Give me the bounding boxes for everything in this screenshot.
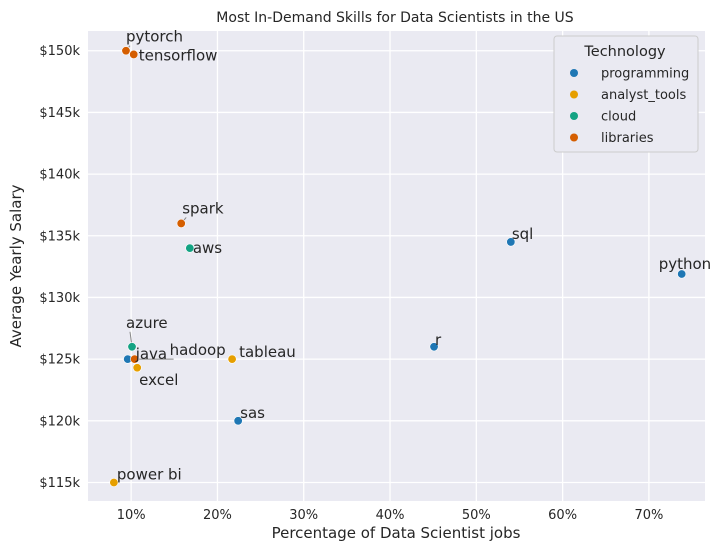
point-r xyxy=(429,342,439,352)
point-hadoop xyxy=(130,354,140,364)
y-tick-label: $130k xyxy=(39,291,80,306)
x-tick-label: 40% xyxy=(376,508,405,523)
point-sql xyxy=(506,237,516,247)
point-tensorflow xyxy=(129,49,139,59)
point-labels: python sql r sas java tableau excel power bi aws… xyxy=(117,28,711,484)
legend: Technology programming analyst_toolscloud… xyxy=(553,35,699,153)
label-spark: spark xyxy=(182,199,224,217)
label-r: r xyxy=(435,331,442,349)
legend-label-analyst_tools: analyst_tools xyxy=(601,88,686,103)
x-tick-label: 10% xyxy=(117,508,146,523)
grid-lines xyxy=(88,31,705,501)
label-pytorch: pytorch xyxy=(126,28,183,46)
x-axis-ticks: 10% 20% 30% 40% 50% 60% 70% xyxy=(117,508,664,523)
y-tick-label: $135k xyxy=(39,229,80,244)
chart-title: Most In-Demand Skills for Data Scientist… xyxy=(216,10,573,26)
legend-label-libraries: libraries xyxy=(601,131,654,146)
point-python xyxy=(677,269,687,279)
point-power-bi xyxy=(109,477,119,487)
legend-label-programming: programming xyxy=(601,67,689,82)
x-tick-label: 20% xyxy=(203,508,232,523)
legend-title: Technology xyxy=(583,44,666,60)
label-tableau: tableau xyxy=(239,343,296,361)
data-points xyxy=(109,46,687,487)
legend-marker-programming xyxy=(570,69,578,77)
label-sql: sql xyxy=(512,225,534,243)
legend-box xyxy=(553,35,699,153)
point-pytorch xyxy=(121,46,131,56)
label-power-bi: power bi xyxy=(117,465,182,483)
legend-label-cloud: cloud xyxy=(601,110,636,125)
x-tick-label: 30% xyxy=(289,508,318,523)
legend-marker-cloud xyxy=(570,112,578,120)
y-tick-label: $140k xyxy=(39,168,80,183)
label-excel: excel xyxy=(139,371,178,389)
point-azure xyxy=(127,342,137,352)
label-python: python xyxy=(659,255,711,273)
y-tick-label: $125k xyxy=(39,353,80,368)
y-tick-label: $145k xyxy=(39,106,80,121)
y-axis-title: Average Yearly Salary xyxy=(7,184,25,347)
label-aws: aws xyxy=(193,239,222,257)
legend-marker-analyst_tools xyxy=(570,90,578,99)
x-tick-label: 70% xyxy=(634,508,663,523)
label-azure: azure xyxy=(126,314,168,332)
y-tick-label: $120k xyxy=(39,414,80,429)
label-tensorflow: tensorflow xyxy=(139,46,218,64)
point-spark xyxy=(176,218,186,228)
x-tick-label: 50% xyxy=(462,508,491,523)
label-sas: sas xyxy=(240,404,265,422)
y-axis-ticks: $115k $120k $125k $130k $135k $140k $145k $150k xyxy=(39,44,80,491)
x-tick-label: 60% xyxy=(548,508,577,523)
point-excel xyxy=(132,363,142,373)
x-axis-title: Percentage of Data Scientist jobs xyxy=(272,524,521,542)
legend-marker-libraries xyxy=(570,133,578,142)
y-tick-label: $150k xyxy=(39,44,80,59)
point-tableau xyxy=(227,354,237,364)
label-java: java xyxy=(135,345,167,363)
y-tick-label: $115k xyxy=(39,476,80,491)
point-aws xyxy=(185,243,195,253)
point-sas xyxy=(233,416,243,426)
label-hadoop: hadoop xyxy=(170,341,226,359)
